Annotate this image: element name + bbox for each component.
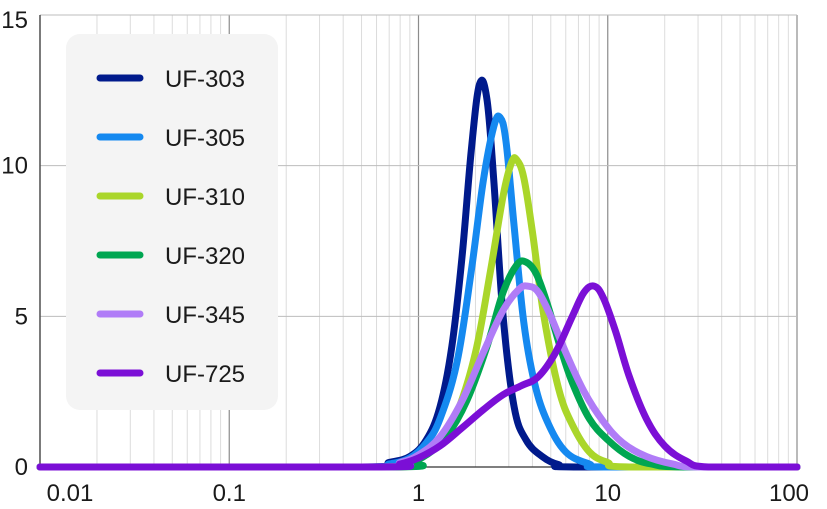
x-tick-label: 10: [594, 480, 621, 507]
legend-label: UF-320: [165, 243, 245, 270]
y-tick-label: 15: [1, 7, 28, 34]
legend-label: UF-310: [165, 184, 245, 211]
legend-label: UF-303: [165, 66, 245, 93]
legend-label: UF-305: [165, 125, 245, 152]
series-lines: [36, 76, 801, 471]
y-tick-label: 0: [15, 454, 28, 481]
x-tick-label: 0.1: [213, 480, 246, 507]
x-tick-label: 1: [412, 480, 425, 507]
x-tick-label: 100: [769, 480, 809, 507]
series-line-uf-725: [36, 282, 801, 471]
legend-label: UF-725: [165, 361, 245, 388]
y-tick-label: 10: [1, 153, 28, 180]
y-tick-label: 5: [15, 303, 28, 330]
legend: UF-303 UF-305 UF-310 UF-320 UF-345 UF-725: [66, 34, 278, 410]
legend-label: UF-345: [165, 302, 245, 329]
x-tick-label: 0.01: [47, 480, 94, 507]
